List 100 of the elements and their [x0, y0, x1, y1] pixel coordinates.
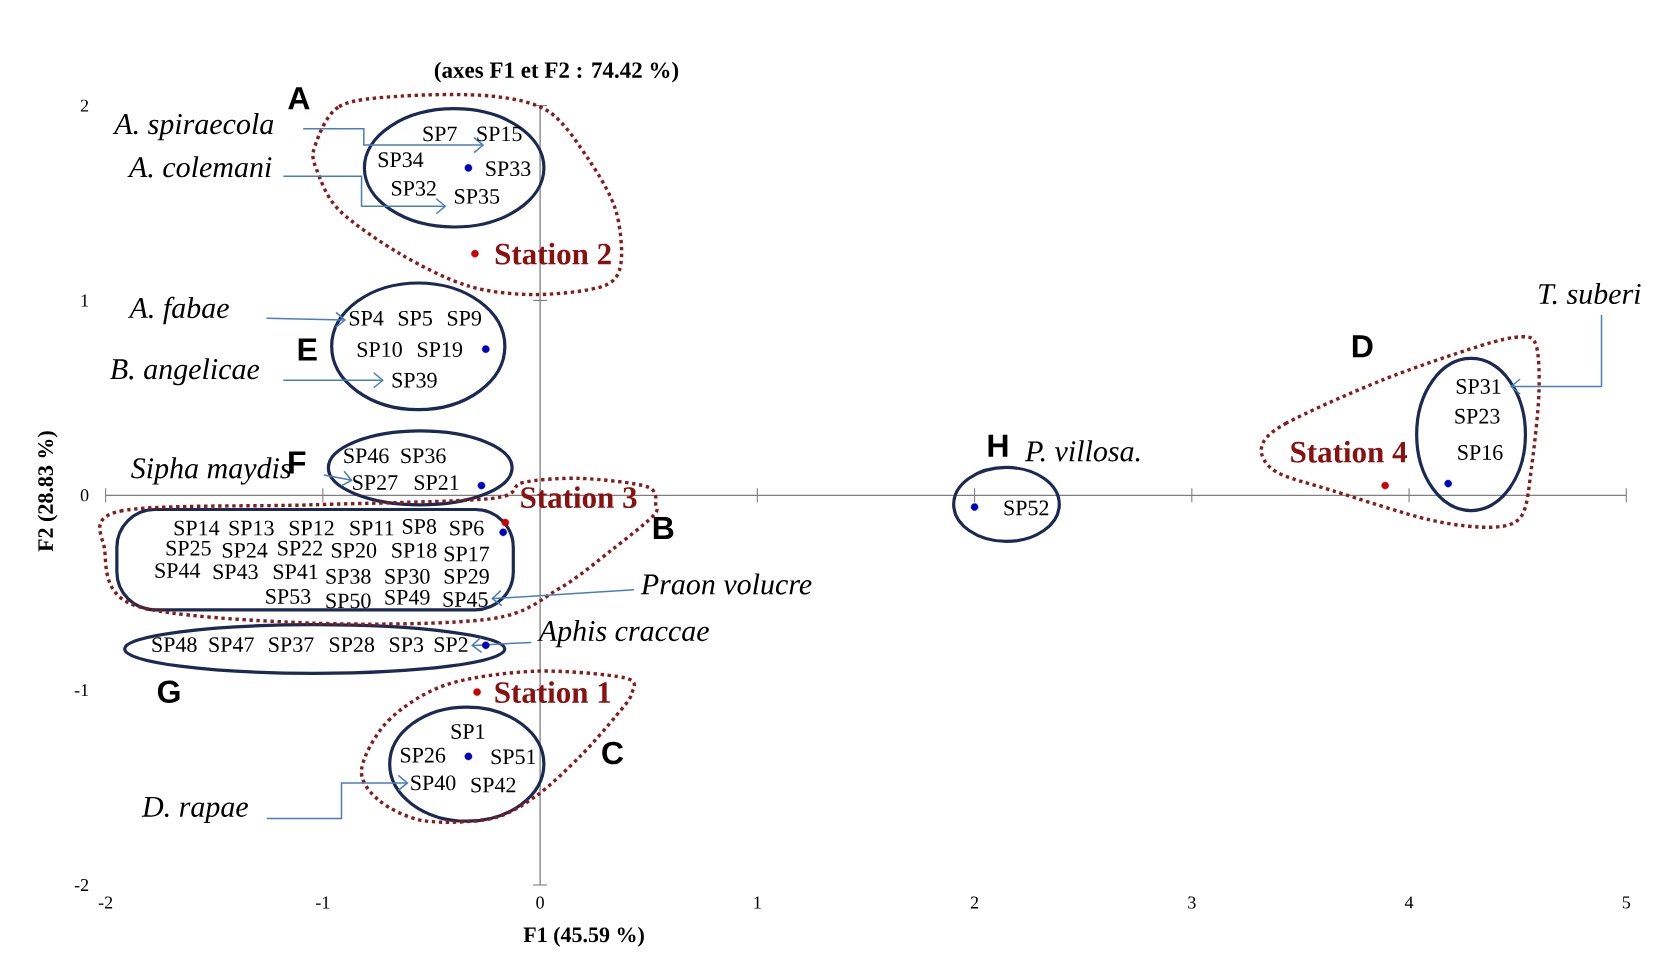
point — [464, 164, 473, 172]
annotation: SP26 — [400, 747, 446, 763]
annotation: P. villosa. — [1024, 440, 1140, 462]
annotation: SP12 — [289, 520, 334, 536]
annotation: SP21 — [414, 475, 459, 490]
annotation: SP10 — [357, 342, 402, 357]
annotation: SP40 — [411, 775, 456, 791]
annotation: SP7 — [423, 126, 457, 142]
annotation: SP22 — [278, 540, 322, 556]
annotation: SP16 — [1458, 445, 1503, 460]
point — [501, 518, 510, 527]
y-tick-label: 1 — [81, 294, 88, 307]
annotation: SP53 — [266, 589, 311, 604]
annotation: SP18 — [392, 542, 437, 558]
annotation: A. colemani — [127, 156, 272, 178]
annotation: Station 4 — [1291, 440, 1407, 463]
annotation: SP27 — [353, 475, 398, 490]
x-tick-label: 4 — [1404, 896, 1414, 909]
annotation: SP5 — [398, 310, 432, 326]
x-tick-label: 5 — [1622, 896, 1631, 909]
y-tick-label: 0 — [80, 489, 89, 502]
annotation: SP28 — [329, 637, 375, 653]
annotation: SP48 — [152, 637, 197, 653]
annotation: SP11 — [350, 520, 394, 536]
point — [471, 249, 479, 258]
point — [481, 641, 490, 650]
x-tick-label: 3 — [1188, 896, 1196, 909]
annotation: SP30 — [385, 569, 430, 584]
annotation: SP46 — [344, 448, 389, 464]
y-tick-label: -1 — [74, 684, 88, 697]
annotation: SP52 — [1004, 500, 1049, 516]
annotation: Praon volucre — [640, 573, 812, 595]
annotation: SP44 — [155, 563, 201, 578]
annotation: D — [1352, 335, 1373, 358]
y-axis-title: F2 (28.83 %) — [37, 431, 58, 552]
annotation: Sipha maydis — [131, 457, 291, 485]
annotation: A. spiraecola — [112, 113, 274, 141]
annotation: SP38 — [326, 569, 371, 584]
annotation: F — [289, 451, 306, 474]
annotation: C — [602, 741, 624, 765]
annotation: SP17 — [444, 546, 490, 562]
annotation: Station 2 — [495, 242, 611, 265]
annotation: SP24 — [222, 543, 268, 558]
chart-title: (axes F1 et F2 : 74.42 %) — [434, 61, 679, 83]
annotation: SP45 — [443, 592, 488, 607]
annotation: SP33 — [486, 161, 531, 177]
annotation: SP23 — [1455, 408, 1500, 424]
annotation: SP20 — [332, 542, 377, 558]
annotation: SP35 — [455, 189, 500, 204]
x-tick-label: 0 — [536, 896, 544, 909]
point — [473, 688, 481, 696]
x-tick-label: 1 — [754, 896, 761, 909]
point — [1444, 479, 1452, 488]
annotation: SP9 — [447, 310, 482, 326]
y-tick-label: -2 — [74, 879, 89, 891]
point — [481, 345, 490, 353]
annotation: SP25 — [166, 540, 211, 556]
annotation: Aphis craccae — [537, 620, 709, 648]
point — [499, 528, 507, 537]
annotation: SP8 — [402, 519, 437, 534]
annotation: SP3 — [389, 637, 424, 653]
annotation: SP29 — [444, 569, 489, 584]
annotation: SP14 — [174, 520, 220, 536]
point — [970, 503, 979, 511]
x-tick-label: -2 — [98, 896, 113, 909]
annotation: SP15 — [477, 126, 522, 142]
annotation: SP34 — [378, 152, 424, 168]
annotation: SP13 — [229, 520, 274, 536]
annotation: SP4 — [349, 310, 384, 326]
annotation: SP37 — [269, 637, 314, 653]
annotation: A — [288, 87, 310, 110]
annotation: SP32 — [391, 180, 436, 196]
point — [464, 752, 473, 761]
annotation: SP31 — [1456, 379, 1501, 394]
annotation: B — [653, 517, 674, 540]
x-axis-title: F1 (45.59 %) — [523, 926, 644, 947]
annotation: SP47 — [209, 637, 254, 653]
annotation: SP41 — [273, 564, 318, 580]
annotation: SP43 — [213, 564, 258, 580]
annotation: Station 3 — [521, 486, 637, 509]
annotation: SP36 — [401, 448, 446, 464]
annotation: A. fabae — [127, 296, 229, 325]
annotation: B. angelicae — [110, 358, 260, 386]
annotation: D. rapae — [141, 796, 248, 824]
annotation: SP19 — [417, 342, 463, 357]
annotation: SP6 — [450, 520, 484, 536]
x-tick-label: 2 — [970, 896, 979, 909]
annotation: E — [298, 338, 317, 361]
point — [1381, 481, 1389, 490]
y-tick-label: 2 — [80, 99, 89, 112]
annotation: SP50 — [326, 593, 371, 609]
annotation: SP2 — [434, 637, 468, 653]
annotation: SP42 — [471, 777, 516, 793]
annotation: SP51 — [491, 749, 536, 765]
annotation: SP39 — [392, 372, 437, 388]
point — [477, 481, 486, 490]
annotation: SP49 — [385, 589, 430, 605]
annotation: T. suberi — [1539, 282, 1641, 305]
annotation: Station 1 — [495, 681, 611, 703]
annotation: SP1 — [451, 724, 485, 739]
